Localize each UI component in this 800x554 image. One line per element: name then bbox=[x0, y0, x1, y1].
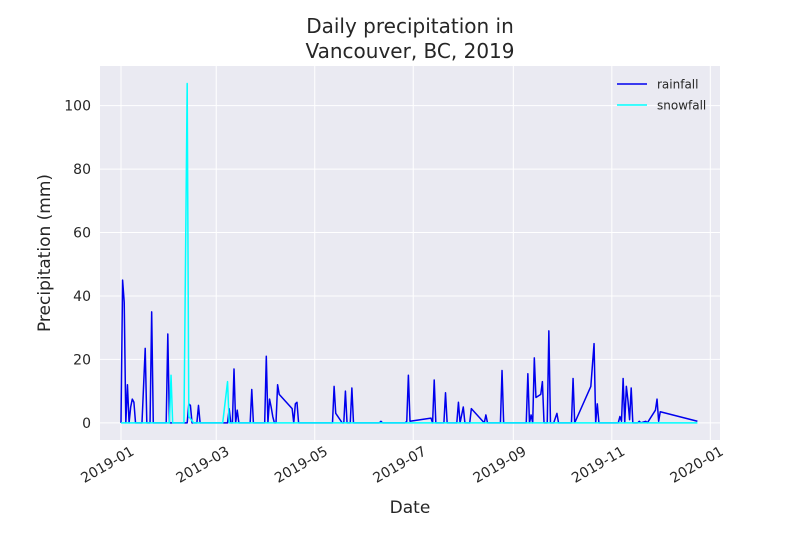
y-axis-label: Precipitation (mm) bbox=[35, 174, 55, 332]
chart-title-line-1: Daily precipitation in bbox=[306, 14, 514, 38]
grid-lines bbox=[100, 66, 720, 440]
y-axis-tick-labels: 0 20 40 60 80 100 bbox=[64, 99, 91, 432]
y-tick-label: 20 bbox=[73, 352, 91, 368]
chart-title-line-2: Vancouver, BC, 2019 bbox=[306, 39, 515, 63]
legend-label-snowfall: snowfall bbox=[657, 99, 706, 113]
y-tick-label: 40 bbox=[73, 289, 91, 305]
x-axis-label: Date bbox=[390, 498, 431, 518]
y-tick-label: 100 bbox=[64, 99, 91, 115]
y-tick-label: 80 bbox=[73, 162, 91, 178]
series-line-snowfall bbox=[120, 82, 698, 424]
series-lines bbox=[120, 82, 698, 424]
y-tick-label: 0 bbox=[82, 416, 91, 432]
legend: rainfall snowfall bbox=[617, 78, 706, 113]
y-tick-label: 60 bbox=[73, 226, 91, 242]
legend-label-rainfall: rainfall bbox=[657, 78, 698, 92]
plot-area bbox=[100, 66, 720, 440]
